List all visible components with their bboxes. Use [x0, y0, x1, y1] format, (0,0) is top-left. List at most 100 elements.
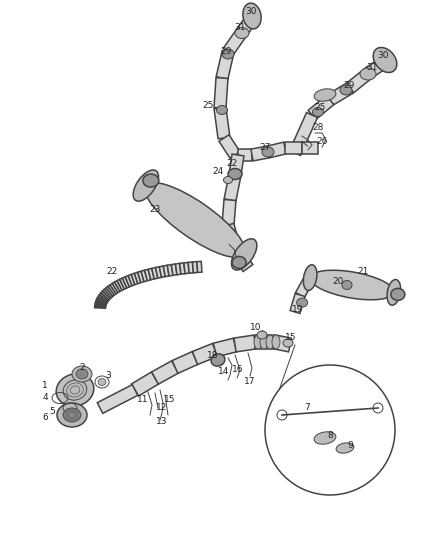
- Polygon shape: [141, 270, 148, 281]
- Polygon shape: [102, 289, 112, 298]
- Text: 29: 29: [343, 82, 355, 91]
- Polygon shape: [224, 174, 241, 201]
- Text: 28: 28: [312, 124, 324, 133]
- Polygon shape: [216, 51, 234, 79]
- Ellipse shape: [228, 168, 242, 180]
- Ellipse shape: [304, 265, 317, 290]
- Ellipse shape: [387, 279, 401, 305]
- Ellipse shape: [57, 403, 87, 427]
- Text: 29: 29: [220, 47, 232, 56]
- Ellipse shape: [336, 443, 354, 453]
- Ellipse shape: [63, 408, 81, 422]
- Polygon shape: [223, 29, 247, 55]
- Polygon shape: [104, 288, 113, 297]
- Text: 20: 20: [332, 278, 344, 287]
- Polygon shape: [95, 304, 106, 308]
- Polygon shape: [237, 14, 257, 36]
- Ellipse shape: [266, 335, 274, 349]
- Text: 19: 19: [292, 305, 304, 314]
- Polygon shape: [172, 352, 198, 374]
- Polygon shape: [267, 142, 286, 158]
- Ellipse shape: [260, 335, 268, 349]
- Text: 23: 23: [149, 206, 161, 214]
- Text: 13: 13: [156, 417, 168, 426]
- Polygon shape: [108, 285, 116, 295]
- Ellipse shape: [272, 335, 280, 349]
- Text: 4: 4: [42, 393, 48, 402]
- Polygon shape: [125, 276, 132, 287]
- Polygon shape: [234, 335, 256, 352]
- Polygon shape: [255, 335, 275, 349]
- Text: 7: 7: [304, 403, 310, 413]
- Text: 8: 8: [327, 431, 333, 440]
- Polygon shape: [308, 95, 334, 119]
- Polygon shape: [180, 263, 185, 274]
- Polygon shape: [184, 262, 189, 273]
- Polygon shape: [251, 146, 269, 161]
- Ellipse shape: [360, 68, 376, 80]
- Ellipse shape: [76, 369, 88, 379]
- Ellipse shape: [222, 49, 234, 59]
- Polygon shape: [99, 293, 109, 301]
- Text: 5: 5: [49, 408, 55, 416]
- Text: 16: 16: [232, 366, 244, 375]
- Ellipse shape: [310, 270, 394, 300]
- Polygon shape: [134, 272, 141, 284]
- Polygon shape: [229, 154, 244, 176]
- Polygon shape: [346, 67, 374, 93]
- Polygon shape: [148, 269, 154, 280]
- Text: 31: 31: [234, 23, 246, 33]
- Polygon shape: [290, 112, 318, 156]
- Ellipse shape: [283, 339, 293, 347]
- Ellipse shape: [312, 108, 324, 117]
- Ellipse shape: [342, 280, 352, 289]
- Polygon shape: [152, 268, 158, 279]
- Text: 22: 22: [226, 158, 238, 167]
- Text: 14: 14: [218, 367, 230, 376]
- Polygon shape: [95, 306, 106, 308]
- Polygon shape: [128, 274, 135, 286]
- Polygon shape: [238, 149, 252, 161]
- Text: 2: 2: [79, 364, 85, 373]
- Polygon shape: [99, 295, 108, 302]
- Polygon shape: [197, 261, 202, 272]
- Polygon shape: [117, 279, 124, 290]
- Polygon shape: [97, 385, 138, 413]
- Polygon shape: [219, 135, 240, 158]
- Polygon shape: [367, 57, 389, 77]
- Polygon shape: [123, 277, 130, 288]
- Ellipse shape: [262, 147, 274, 157]
- Ellipse shape: [297, 298, 307, 307]
- Polygon shape: [285, 142, 302, 154]
- Ellipse shape: [216, 106, 227, 115]
- Polygon shape: [155, 266, 162, 278]
- Polygon shape: [159, 266, 165, 277]
- Ellipse shape: [72, 366, 92, 382]
- Polygon shape: [110, 284, 118, 294]
- Ellipse shape: [391, 288, 405, 301]
- Polygon shape: [163, 265, 169, 277]
- Text: 9: 9: [347, 440, 353, 449]
- Text: 3: 3: [105, 372, 111, 381]
- Polygon shape: [96, 298, 107, 304]
- Text: 11: 11: [137, 395, 149, 405]
- Ellipse shape: [314, 89, 336, 101]
- Polygon shape: [152, 361, 178, 384]
- Ellipse shape: [243, 3, 261, 29]
- Text: 18: 18: [207, 351, 219, 359]
- Polygon shape: [213, 338, 237, 357]
- Polygon shape: [131, 372, 159, 396]
- Text: 30: 30: [245, 7, 257, 17]
- Polygon shape: [145, 269, 151, 281]
- Polygon shape: [290, 294, 305, 313]
- Ellipse shape: [373, 47, 397, 72]
- Text: 15: 15: [164, 395, 176, 405]
- Polygon shape: [171, 264, 177, 275]
- Text: 12: 12: [156, 403, 168, 413]
- Polygon shape: [95, 300, 106, 305]
- Polygon shape: [176, 263, 181, 274]
- Polygon shape: [120, 278, 127, 289]
- Polygon shape: [167, 264, 173, 276]
- Polygon shape: [95, 302, 106, 306]
- Text: 22: 22: [106, 268, 118, 277]
